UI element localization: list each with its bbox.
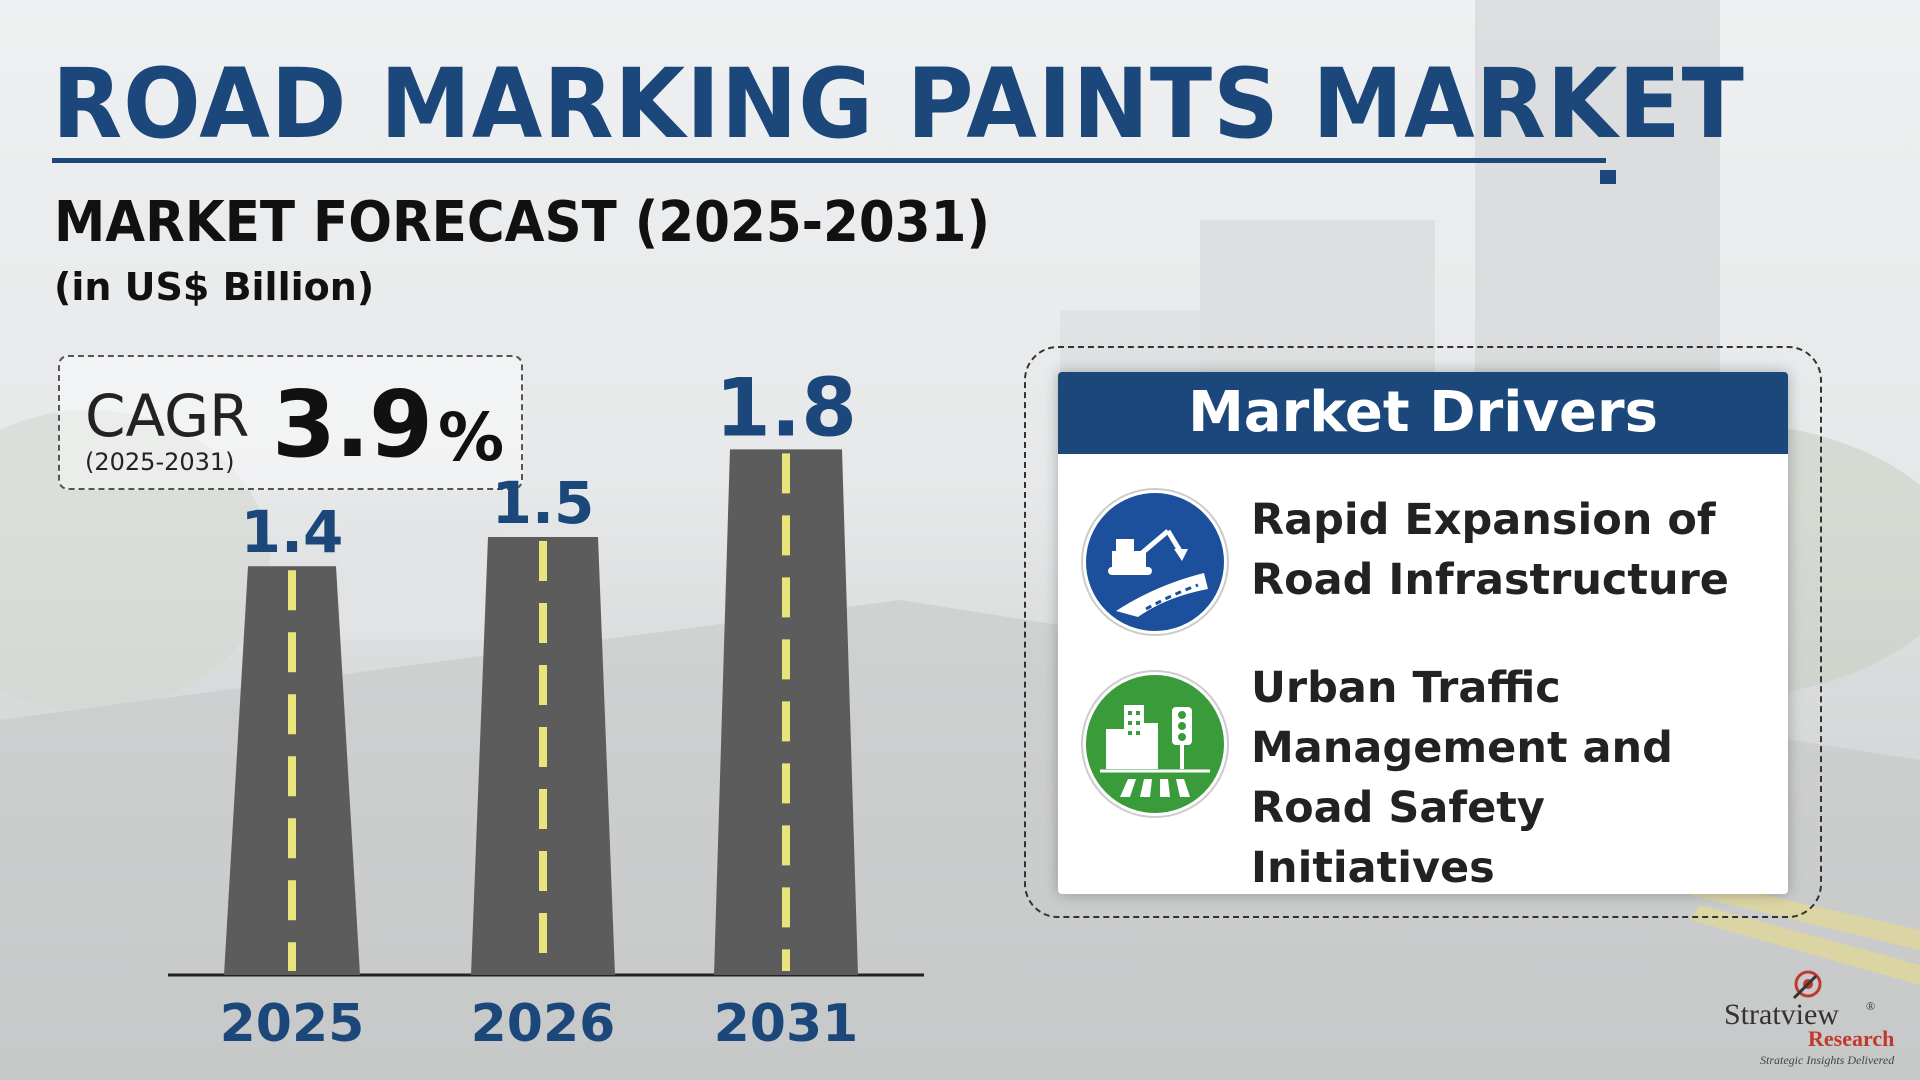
drivers-card: Market Drivers Rapid Expansion of Road I… (1058, 372, 1788, 894)
title-underline (52, 158, 1606, 163)
city-traffic-light-icon (1083, 672, 1227, 816)
cagr-percent-sign: % (438, 399, 505, 476)
logo-registered: ® (1866, 999, 1875, 1013)
forecast-bar-chart: 1.4 2025 1.5 2026 1.8 2031 (168, 361, 924, 1054)
page-title: ROAD MARKING PAINTS MARKET (52, 48, 1745, 160)
drivers-dashed-frame (1024, 346, 1822, 918)
value-label-2025: 1.4 (241, 498, 344, 566)
cagr-label: CAGR (85, 382, 250, 450)
value-label-2026: 1.5 (492, 469, 595, 537)
cagr-box: CAGR (2025-2031) 3.9 % (58, 355, 523, 490)
value-label-2031: 1.8 (715, 361, 857, 454)
logo-sub: Research (1808, 1026, 1894, 1051)
forecast-subtitle: MARKET FORECAST (2025-2031) (54, 190, 990, 255)
title-underline-end (1600, 170, 1616, 184)
logo-tagline: Strategic Insights Delivered (1760, 1053, 1895, 1067)
stratview-logo: Stratview ® Research Strategic Insights … (1724, 970, 1895, 1067)
cagr-period: (2025-2031) (85, 448, 235, 476)
logo-name: Stratview (1724, 998, 1839, 1031)
category-label-2025: 2025 (220, 994, 365, 1054)
driver-text-infrastructure: Rapid Expansion of Road Infrastructure (1251, 495, 1729, 605)
category-label-2026: 2026 (471, 994, 616, 1054)
cagr-value: 3.9 (272, 371, 433, 478)
driver-text-traffic-safety: Urban Traffic Management and Road Safety… (1251, 663, 1673, 893)
excavator-road-icon (1083, 490, 1227, 634)
category-label-2031: 2031 (714, 994, 859, 1054)
unit-label: (in US$ Billion) (54, 265, 375, 309)
drivers-header: Market Drivers (1058, 372, 1788, 454)
